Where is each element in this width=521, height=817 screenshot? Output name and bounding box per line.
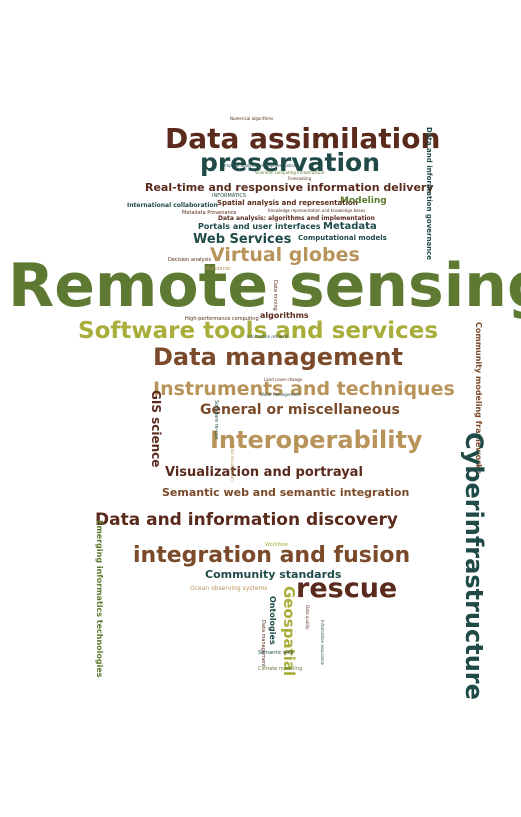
word-algorithms: algorithms [260,311,309,320]
word-virtual-globes: Virtual globes [210,244,360,266]
word-data-mining: Data mining [272,280,278,311]
word-data-discovery: Data and information discovery [95,510,398,530]
word-ocean-observing: Ocean observing systems [190,585,268,592]
word-modeling: Modeling [340,196,387,206]
word-computational-models: Computational models [298,234,387,242]
word-data-analysis: Data analysis: algorithms and implementa… [218,215,375,222]
word-remote-sensing: Remote sensing [8,251,521,321]
word-ontologies: Ontologies [268,596,277,645]
word-data-quality: Data quality [305,605,310,630]
word-portals: Portals and user interfaces [198,222,321,231]
word-semantic-web-integration: Semantic web and semantic integration [162,486,410,499]
word-high-performance: High-performance computing [185,316,259,322]
word-data-information-governance: Data and information governance [425,127,433,261]
word-spatial-analysis: Spatial analysis and representation [217,199,358,207]
word-climate-modeling: Climate modeling [258,666,303,672]
word-semantic-web: Semantic web [258,650,294,656]
word-cyberinfrastructure: Cyberinfrastructure [460,432,488,700]
word-software-reuse: Software re-use [213,400,219,440]
word-preservation: preservation [200,148,381,177]
word-metadata: Metadata [323,221,377,232]
word-water-management: Water management [260,392,300,397]
word-instruments: Instruments and techniques [153,378,455,400]
word-data-mgmt-small: Data management [260,620,266,668]
word-rescue: rescue [296,573,398,604]
word-standards: Standards [205,266,231,272]
word-information-retrieval: Information retrieval [247,334,289,339]
word-land-cover-change: Land cover change [264,377,303,382]
word-software-tools: Software tools and services [78,318,439,344]
word-geospatial: Geospatial [280,586,298,677]
word-scientific-computing: Scientific computing infrastructure [255,170,325,175]
word-visualization: Visualization and portrayal [165,465,363,480]
word-data-management: Data management [153,343,403,371]
word-data-assimilation: Data assimilation [165,122,441,155]
word-gis-science: GIS science [149,390,163,468]
word-forecasting: Forecasting [288,176,312,181]
word-information-assurance: Information assurance [320,620,325,665]
word-metadata-provenance: Metadata Provenance [182,210,237,216]
word-informatics: INFORMATICS [212,193,247,199]
word-temporal-analysis: Temporal analysis and representation [221,163,297,168]
word-international-collaboration: International collaboration [127,202,218,209]
word-decision-analysis: Decision analysis [168,257,212,263]
word-knowledge-representation: Knowledge representation and knowledge b… [268,208,366,213]
word-numerical-algorithms: Numerical algorithms [230,116,274,121]
word-general-misc: General or miscellaneous [200,402,400,418]
word-web-services: Web Services [193,232,292,247]
word-data-visualization: Data visualization [230,445,235,481]
word-interoperability: Interoperability [210,426,423,454]
word-integration-fusion: integration and fusion [133,543,411,568]
word-real-time: Real-time and responsive information del… [145,181,434,194]
word-community-standards: Community standards [205,568,342,581]
word-workflow: Workflow [265,542,288,548]
word-emerging: Emerging informatics technologies [95,520,104,678]
